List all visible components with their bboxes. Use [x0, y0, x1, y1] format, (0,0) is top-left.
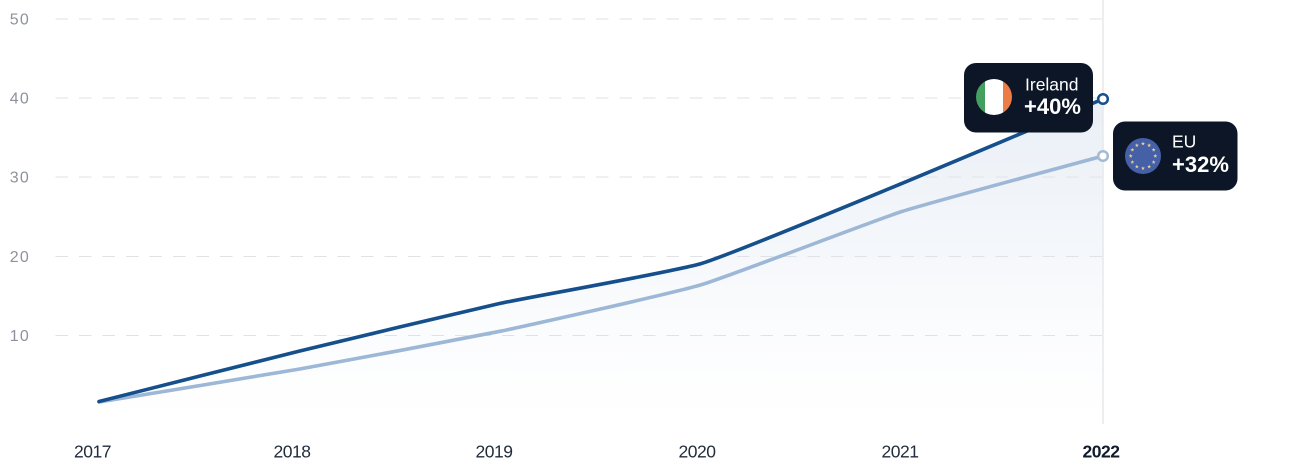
svg-text:20: 20 — [10, 249, 30, 266]
svg-text:2019: 2019 — [476, 442, 513, 462]
svg-text:10: 10 — [10, 328, 30, 345]
svg-text:30: 30 — [10, 170, 30, 187]
svg-text:2017: 2017 — [74, 442, 111, 462]
svg-text:2018: 2018 — [274, 442, 311, 462]
svg-text:2020: 2020 — [679, 442, 717, 462]
svg-text:+40%: +40% — [1024, 94, 1081, 119]
svg-text:40: 40 — [10, 91, 30, 108]
svg-text:2022: 2022 — [1083, 442, 1121, 462]
svg-text:50: 50 — [10, 12, 30, 29]
svg-text:+32%: +32% — [1172, 152, 1229, 177]
svg-text:2021: 2021 — [882, 442, 919, 462]
svg-text:EU: EU — [1172, 132, 1196, 152]
svg-text:Ireland: Ireland — [1025, 75, 1079, 95]
